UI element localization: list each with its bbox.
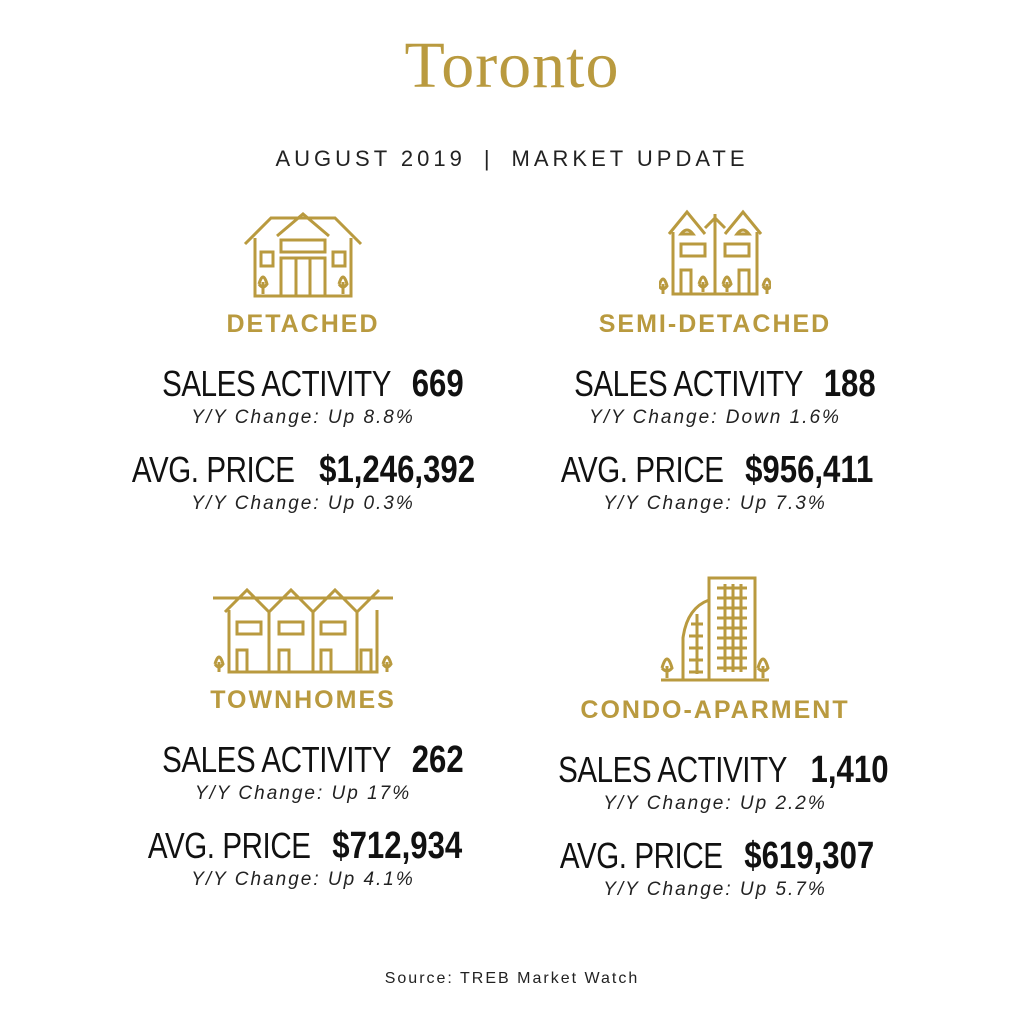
section-condo: CONDO-APARMENT SALES ACTIVITY 1,410 Y/Y C… bbox=[495, 574, 935, 901]
price-value: $712,934 bbox=[332, 825, 463, 867]
section-detached: DETACHED SALES ACTIVITY 669 Y/Y Change: U… bbox=[83, 208, 523, 515]
sales-value: 262 bbox=[411, 739, 464, 781]
subtitle-separator: | bbox=[483, 146, 494, 171]
sales-activity: SALES ACTIVITY 669 bbox=[83, 365, 523, 403]
avg-price: AVG. PRICE $1,246,392 bbox=[83, 451, 523, 489]
source-note: Source: TREB Market Watch bbox=[384, 970, 640, 987]
avg-price: AVG. PRICE $619,307 bbox=[495, 837, 935, 875]
price-label: AVG. PRICE bbox=[147, 825, 311, 866]
price-label: AVG. PRICE bbox=[131, 449, 295, 490]
subtitle-topic: MARKET UPDATE bbox=[511, 146, 749, 171]
category-title: DETACHED bbox=[226, 310, 380, 338]
sales-change: Y/Y Change: Up 17% bbox=[194, 783, 412, 804]
sales-label: SALES ACTIVITY bbox=[573, 363, 803, 404]
category-title: TOWNHOMES bbox=[210, 686, 396, 714]
price-label: AVG. PRICE bbox=[560, 449, 724, 490]
detached-house-icon bbox=[243, 212, 363, 298]
avg-price: AVG. PRICE $956,411 bbox=[495, 451, 935, 489]
semi-detached-house-icon bbox=[659, 209, 771, 296]
sales-value: 669 bbox=[411, 363, 464, 405]
section-townhomes: TOWNHOMES SALES ACTIVITY 262 Y/Y Change: … bbox=[83, 580, 523, 891]
sales-label: SALES ACTIVITY bbox=[558, 749, 787, 790]
subtitle-date: AUGUST 2019 bbox=[275, 146, 466, 171]
price-change: Y/Y Change: Up 7.3% bbox=[603, 493, 827, 514]
sales-activity: SALES ACTIVITY 188 bbox=[495, 365, 935, 403]
sales-change: Y/Y Change: Down 1.6% bbox=[589, 407, 841, 428]
category-title: SEMI-DETACHED bbox=[598, 310, 832, 338]
price-label: AVG. PRICE bbox=[559, 835, 723, 876]
sales-value: 1,410 bbox=[810, 749, 889, 791]
condo-building-icon bbox=[660, 576, 770, 682]
sales-activity: SALES ACTIVITY 262 bbox=[83, 741, 523, 779]
sales-change: Y/Y Change: Up 8.8% bbox=[191, 407, 415, 428]
category-title: CONDO-APARMENT bbox=[580, 696, 850, 724]
avg-price: AVG. PRICE $712,934 bbox=[83, 827, 523, 865]
sales-activity: SALES ACTIVITY 1,410 bbox=[495, 751, 935, 789]
price-change: Y/Y Change: Up 0.3% bbox=[191, 493, 415, 514]
subtitle: AUGUST 2019 | MARKET UPDATE bbox=[0, 146, 1024, 172]
price-change: Y/Y Change: Up 4.1% bbox=[191, 869, 415, 890]
sales-label: SALES ACTIVITY bbox=[161, 739, 391, 780]
price-value: $956,411 bbox=[745, 449, 874, 491]
price-change: Y/Y Change: Up 5.7% bbox=[603, 879, 827, 900]
page-title: Toronto bbox=[404, 29, 620, 102]
townhomes-icon bbox=[213, 587, 393, 674]
sales-label: SALES ACTIVITY bbox=[161, 363, 391, 404]
section-semi-detached: SEMI-DETACHED SALES ACTIVITY 188 Y/Y Chan… bbox=[495, 204, 935, 515]
sales-value: 188 bbox=[823, 363, 876, 405]
sales-change: Y/Y Change: Up 2.2% bbox=[603, 793, 827, 814]
price-value: $619,307 bbox=[744, 835, 875, 877]
price-value: $1,246,392 bbox=[319, 449, 476, 491]
